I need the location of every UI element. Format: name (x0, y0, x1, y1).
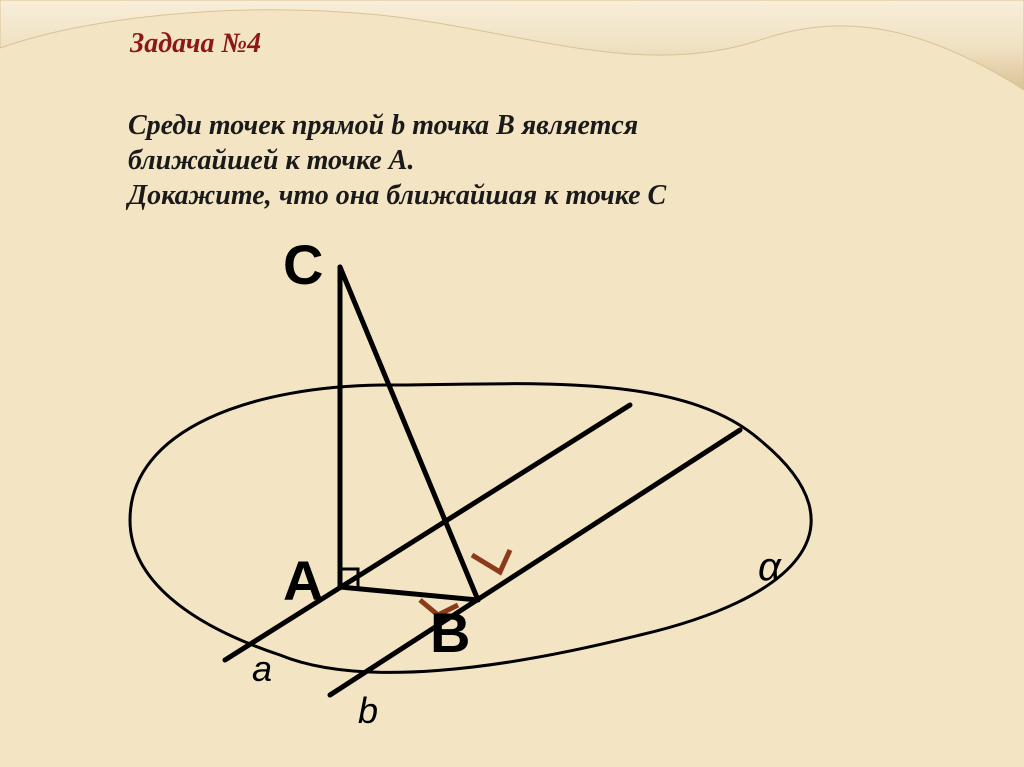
label-alpha: α (758, 545, 781, 590)
label-line-b: b (358, 690, 378, 732)
problem-statement: Среди точек прямой b точка В является бл… (128, 108, 666, 213)
problem-title: Задача №4 (130, 28, 261, 60)
label-B: В (430, 600, 470, 665)
label-C: С (283, 232, 323, 297)
label-line-a: a (252, 648, 272, 690)
label-A: А (283, 548, 323, 613)
